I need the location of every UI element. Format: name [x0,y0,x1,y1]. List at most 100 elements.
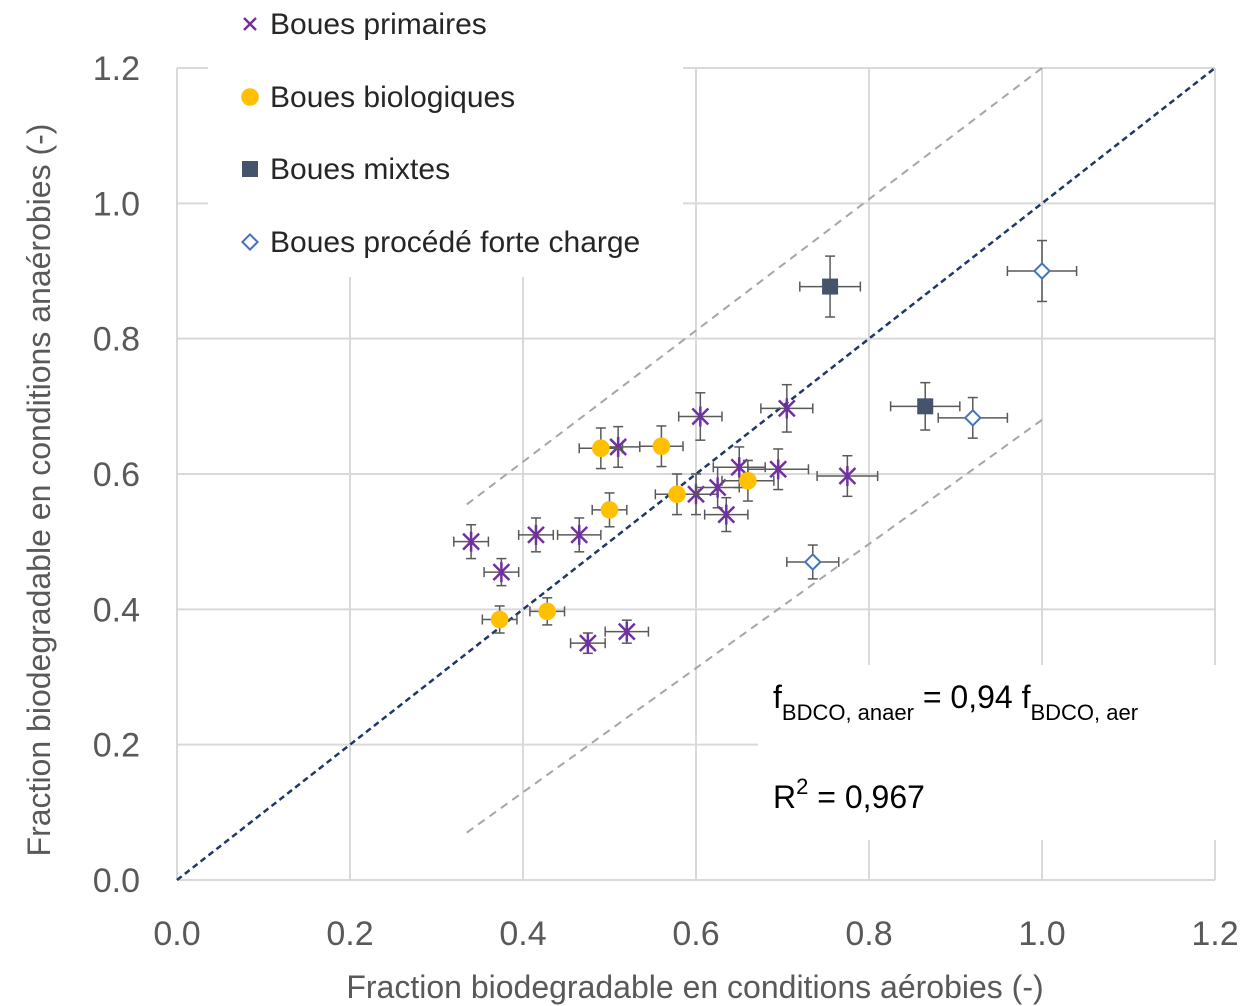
x-axis-label: Fraction biodegradable en conditions aér… [346,969,1043,1005]
y-tick-label: 0.8 [93,321,140,359]
label-backgrounds [208,0,1218,840]
circle-marker [652,437,671,456]
circle-marker [592,439,610,458]
x-tick-label: 0.4 [499,915,546,953]
legend-marker-asterisk [243,17,257,31]
eq-lhs-main: f [773,679,782,715]
eq-rhs-main: = 0,94 f [914,679,1031,715]
marker-stroke [243,17,257,31]
legend-label: Boues procédé forte charge [270,226,640,259]
legend-label: Boues primaires [270,8,487,41]
square-marker [822,278,839,295]
x-tick-label: 0.8 [845,915,892,953]
legend-item-boues-mixtes: Boues mixtes [242,153,450,186]
circle-marker [490,610,509,629]
data-point [721,459,775,502]
legend-label: Boues mixtes [270,153,450,186]
data-point [937,396,1009,439]
legend-marker-diamond [240,232,260,252]
circle-marker [739,471,757,490]
data-point [677,392,723,441]
asterisk-marker [838,466,857,487]
legend: Boues primaires Boues biologiques Boues … [240,8,640,259]
lower-bound-line [466,419,1043,834]
y-axis-label: Fraction biodegradable en conditions ana… [21,124,57,857]
data-point [556,517,602,553]
y-tick-label: 1.2 [93,50,140,88]
square-marker [917,398,934,415]
data-point [604,619,650,644]
circle-marker [538,602,557,621]
y-tick-label: 0.6 [93,456,140,494]
asterisk-marker [769,459,788,480]
square-marker [242,161,258,177]
asterisk-marker [492,562,511,583]
data-point [639,425,684,468]
diamond-marker [963,408,982,427]
r2-main: R [773,779,796,815]
eq-rhs-sub: BDCO, aer [1030,700,1138,725]
data-point [799,255,862,318]
x-tick-labels: 0.0 0.2 0.4 0.6 0.8 1.0 1.2 [153,915,1238,953]
asterisk-marker [730,457,749,478]
data-points [453,239,1078,655]
diamond-marker [1032,261,1052,281]
data-point [569,632,606,655]
reference-lines [176,67,1216,881]
diamond-marker [240,232,260,252]
grid-lines [176,67,1216,881]
series-diamond [786,239,1078,580]
regression-equation: fBDCO, anaer = 0,94 fBDCO, aer [773,679,1138,725]
x-tick-label: 0.0 [153,915,200,953]
asterisk-marker [609,436,628,457]
y-tick-label: 0.0 [93,862,140,900]
eq-lhs-sub: BDCO, anaer [782,700,914,725]
data-point [1006,239,1078,303]
asterisk-marker [617,621,636,642]
asterisk-marker [462,531,480,552]
data-point [786,544,840,580]
asterisk-marker [708,477,727,498]
legend-marker-square [242,161,258,177]
r-squared: R2 = 0,967 [773,774,925,815]
x-tick-label: 1.2 [1191,915,1238,953]
r2-sup: 2 [796,774,808,799]
series-square [799,255,961,431]
data-point [760,383,814,433]
series-circle [481,425,775,634]
asterisk-marker [717,504,736,525]
y-tick-label: 0.2 [93,727,140,765]
data-point [517,517,555,553]
legend-label: Boues biologiques [270,81,515,114]
data-point [481,605,518,634]
data-point [453,524,490,560]
circle-marker [241,88,259,106]
x-tick-label: 0.2 [326,915,373,953]
data-point [816,454,879,498]
cross-marker [243,17,257,31]
x-tick-label: 1.0 [1018,915,1065,953]
y-tick-labels: 0.0 0.2 0.4 0.6 0.8 1.0 1.2 [93,50,140,900]
data-point [591,492,628,528]
y-tick-label: 1.0 [93,185,140,223]
x-tick-label: 0.6 [672,915,719,953]
data-point [578,427,624,470]
data-point [703,496,749,533]
circle-marker [668,485,686,504]
data-point [483,557,520,587]
y-tick-label: 0.4 [93,591,140,629]
asterisk-marker [691,406,710,427]
legend-item-boues-procede-forte-charge: Boues procédé forte charge [240,226,640,259]
asterisk-marker [570,524,589,545]
data-point [747,448,810,491]
circle-marker [600,501,619,519]
legend-item-boues-primaires: Boues primaires [243,8,487,41]
asterisk-marker [527,524,545,545]
data-point [654,473,700,516]
diamond-marker [803,552,822,571]
data-point [529,597,566,626]
asterisk-marker [578,633,597,654]
data-point [889,381,961,431]
legend-item-boues-biologiques: Boues biologiques [241,81,515,114]
